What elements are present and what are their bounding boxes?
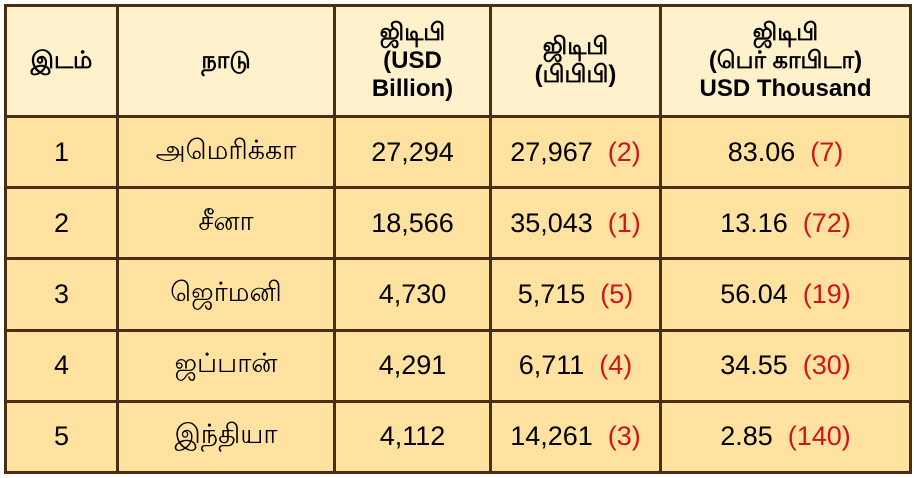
gdp-ppp-rank: (2) bbox=[607, 136, 641, 167]
rank-cell: 4 bbox=[4, 328, 119, 403]
rank-cell: 3 bbox=[4, 257, 119, 332]
gdp-usd-cell: 18,566 bbox=[333, 186, 492, 261]
gdp-ranking-table: இடம் நாடு ஜிடிபி (USD Billion) ஜிடிபி (பிபிபி)… bbox=[4, 4, 912, 475]
country-cell: இந்தியா bbox=[116, 399, 336, 475]
per-capita-rank: (72) bbox=[802, 207, 851, 238]
header-line: Billion) bbox=[371, 75, 454, 102]
header-line: இடம் bbox=[30, 47, 93, 74]
gdp-ppp-cell: 5,715 (5) bbox=[489, 257, 662, 332]
header-line: நாடு bbox=[201, 47, 251, 74]
header-line: ஜிடிபி bbox=[379, 19, 446, 46]
gdp-ppp-value: 5,715 bbox=[517, 278, 586, 309]
gdp-ppp-cell: 35,043 (1) bbox=[489, 186, 662, 261]
per-capita-cell: 56.04 (19) bbox=[659, 257, 912, 332]
rank-value: 3 bbox=[53, 278, 70, 309]
per-capita-value: 34.55 bbox=[720, 350, 788, 381]
rank-value: 2 bbox=[53, 207, 70, 238]
per-capita-cell: 83.06 (7) bbox=[659, 114, 912, 190]
per-capita-value: 83.06 bbox=[727, 136, 796, 167]
gdp-usd-value: 18,566 bbox=[371, 207, 454, 238]
header-gdp-ppp: ஜிடிபி (பிபிபி) bbox=[489, 4, 662, 118]
table-row: 1 அமெரிக்கா 27,294 27,967 (2) 83.06 (7) bbox=[4, 114, 912, 190]
country-cell: அமெரிக்கா bbox=[116, 114, 336, 190]
gdp-ppp-rank: (3) bbox=[607, 421, 641, 452]
rank-value: 1 bbox=[53, 136, 70, 167]
country-name: அமெரிக்கா bbox=[155, 134, 297, 165]
header-gdp-usd: ஜிடிபி (USD Billion) bbox=[333, 4, 492, 118]
country-name: ஜெர்மனி bbox=[170, 276, 282, 307]
per-capita-cell: 13.16 (72) bbox=[659, 186, 912, 261]
gdp-usd-value: 4,291 bbox=[378, 350, 447, 381]
per-capita-value: 56.04 bbox=[720, 278, 788, 309]
gdp-ppp-value: 14,261 bbox=[510, 421, 593, 452]
rank-cell: 1 bbox=[4, 114, 119, 190]
header-rank: இடம் bbox=[4, 4, 119, 118]
per-capita-cell: 34.55 (30) bbox=[659, 328, 912, 403]
table-row: 2 சீனா 18,566 35,043 (1) 13.16 (72) bbox=[4, 186, 912, 261]
rank-value: 5 bbox=[53, 421, 70, 452]
gdp-usd-cell: 4,112 bbox=[333, 399, 492, 475]
gdp-usd-cell: 27,294 bbox=[333, 114, 492, 190]
header-line: (பெர் காபிடா) bbox=[708, 47, 863, 74]
table-row: 4 ஜப்பான் 4,291 6,711 (4) 34.55 (30) bbox=[4, 328, 912, 403]
header-line: ஜிடிபி bbox=[542, 33, 609, 60]
gdp-usd-value: 4,730 bbox=[378, 278, 447, 309]
country-name: இந்தியா bbox=[174, 419, 278, 450]
header-line: (USD bbox=[383, 47, 442, 74]
header-country: நாடு bbox=[116, 4, 336, 118]
rank-cell: 2 bbox=[4, 186, 119, 261]
country-cell: ஜெர்மனி bbox=[116, 257, 336, 332]
per-capita-rank: (19) bbox=[802, 278, 851, 309]
table-row: 3 ஜெர்மனி 4,730 5,715 (5) 56.04 (19) bbox=[4, 257, 912, 332]
per-capita-rank: (140) bbox=[787, 421, 851, 452]
gdp-ppp-rank: (4) bbox=[599, 350, 633, 381]
per-capita-rank: (30) bbox=[802, 350, 851, 381]
gdp-ppp-rank: (5) bbox=[600, 278, 634, 309]
header-row: இடம் நாடு ஜிடிபி (USD Billion) ஜிடிபி (பிபிபி)… bbox=[4, 4, 912, 118]
gdp-ppp-value: 35,043 bbox=[510, 207, 593, 238]
gdp-ppp-cell: 27,967 (2) bbox=[489, 114, 662, 190]
rank-value: 4 bbox=[53, 350, 70, 381]
country-cell: சீனா bbox=[116, 186, 336, 261]
country-cell: ஜப்பான் bbox=[116, 328, 336, 403]
gdp-usd-value: 4,112 bbox=[379, 421, 446, 452]
gdp-usd-cell: 4,730 bbox=[333, 257, 492, 332]
per-capita-cell: 2.85 (140) bbox=[659, 399, 912, 475]
gdp-ppp-rank: (1) bbox=[607, 207, 641, 238]
country-name: ஜப்பான் bbox=[174, 348, 278, 379]
gdp-usd-value: 27,294 bbox=[371, 136, 454, 167]
header-line: USD Thousand bbox=[699, 75, 872, 102]
per-capita-value: 13.16 bbox=[720, 207, 788, 238]
gdp-ppp-cell: 14,261 (3) bbox=[489, 399, 662, 475]
rank-cell: 5 bbox=[4, 399, 119, 475]
country-name: சீனா bbox=[198, 205, 254, 236]
per-capita-value: 2.85 bbox=[720, 421, 773, 452]
header-line: ஜிடிபி bbox=[752, 19, 819, 46]
gdp-ppp-cell: 6,711 (4) bbox=[489, 328, 662, 403]
header-line: (பிபிபி) bbox=[534, 61, 617, 88]
gdp-ppp-value: 6,711 bbox=[518, 350, 585, 381]
table-row: 5 இந்தியா 4,112 14,261 (3) 2.85 (140) bbox=[4, 399, 912, 475]
gdp-ppp-value: 27,967 bbox=[510, 136, 593, 167]
header-gdp-per-capita: ஜிடிபி (பெர் காபிடா) USD Thousand bbox=[659, 4, 912, 118]
per-capita-rank: (7) bbox=[810, 136, 844, 167]
gdp-usd-cell: 4,291 bbox=[333, 328, 492, 403]
